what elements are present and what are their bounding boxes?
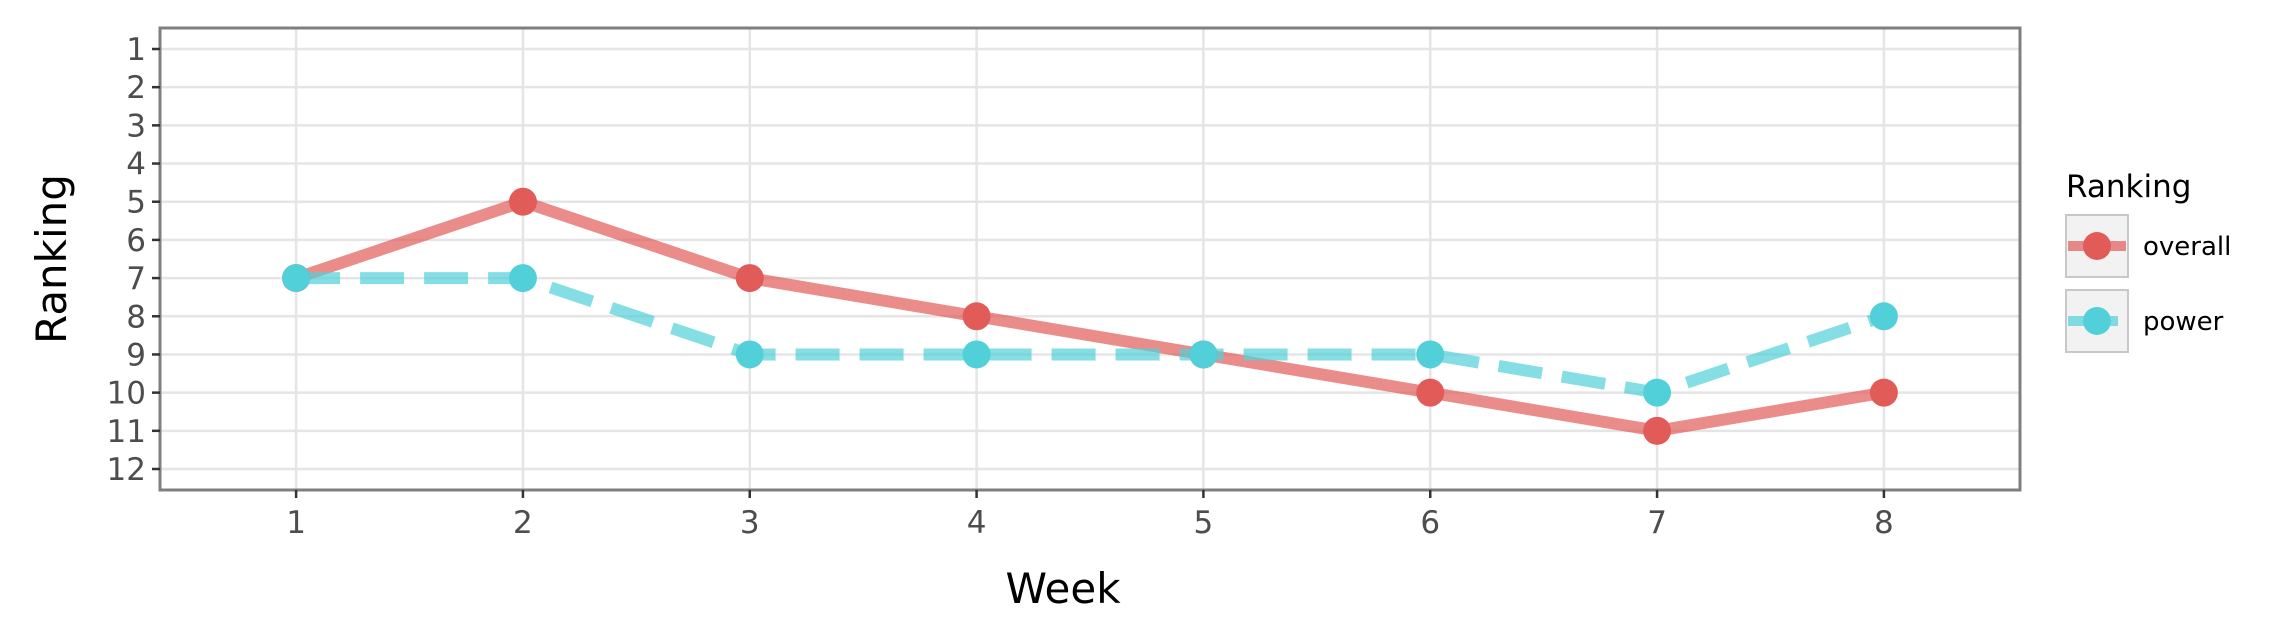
y-tick-label: 1 — [126, 32, 146, 68]
data-point-power — [735, 340, 764, 369]
legend-label-power: power — [2143, 307, 2224, 337]
grid-lines — [160, 28, 2020, 490]
series-line-overall — [294, 195, 1885, 437]
data-point-power — [282, 264, 311, 293]
x-tick-label: 5 — [1194, 505, 1214, 541]
data-point-overall — [1869, 378, 1898, 407]
x-tick-label: 6 — [1420, 505, 1440, 541]
data-point-overall — [962, 302, 991, 331]
y-tick-label: 8 — [126, 299, 146, 335]
y-axis-title: Ranking — [27, 174, 76, 344]
x-axis-title: Week — [1005, 564, 1121, 613]
series-line-power — [296, 272, 1886, 399]
data-point-power — [962, 340, 991, 369]
x-tick-label: 8 — [1874, 505, 1894, 541]
y-tick-label: 10 — [107, 376, 146, 412]
data-point-overall — [508, 187, 537, 216]
x-tick-label: 7 — [1647, 505, 1667, 541]
x-tick-label: 3 — [740, 505, 760, 541]
legend-item-overall: overall — [2065, 214, 2231, 278]
data-point-overall — [735, 264, 764, 293]
y-tick-label: 12 — [107, 452, 146, 488]
y-tick-label: 4 — [126, 147, 146, 183]
data-point-overall — [1643, 416, 1672, 445]
y-tick-label: 7 — [126, 261, 146, 297]
legend-key-marker-power — [2083, 307, 2111, 335]
legend: Ranking overall power — [2065, 169, 2231, 353]
data-point-power — [1869, 302, 1898, 331]
data-point-power — [508, 264, 537, 293]
x-tick-label: 1 — [286, 505, 306, 541]
plot-border — [158, 26, 2022, 492]
data-point-power — [1189, 340, 1218, 369]
series-lines — [282, 187, 1898, 445]
data-point-power — [1416, 340, 1445, 369]
plot-panel — [160, 28, 2020, 490]
legend-title: Ranking — [2066, 169, 2191, 205]
data-point-overall — [1416, 378, 1445, 407]
y-tick-label: 2 — [126, 70, 146, 106]
x-tick-label: 4 — [967, 505, 987, 541]
y-tick-label: 11 — [107, 414, 146, 450]
y-tick-label: 3 — [126, 108, 146, 144]
legend-label-overall: overall — [2143, 232, 2231, 262]
legend-item-power: power — [2065, 289, 2224, 353]
y-tick-label: 5 — [126, 185, 146, 221]
y-tick-label: 9 — [126, 337, 146, 373]
legend-key-marker-overall — [2083, 232, 2111, 260]
y-tick-label: 6 — [126, 223, 146, 259]
x-tick-label: 2 — [513, 505, 533, 541]
data-point-power — [1643, 378, 1672, 407]
